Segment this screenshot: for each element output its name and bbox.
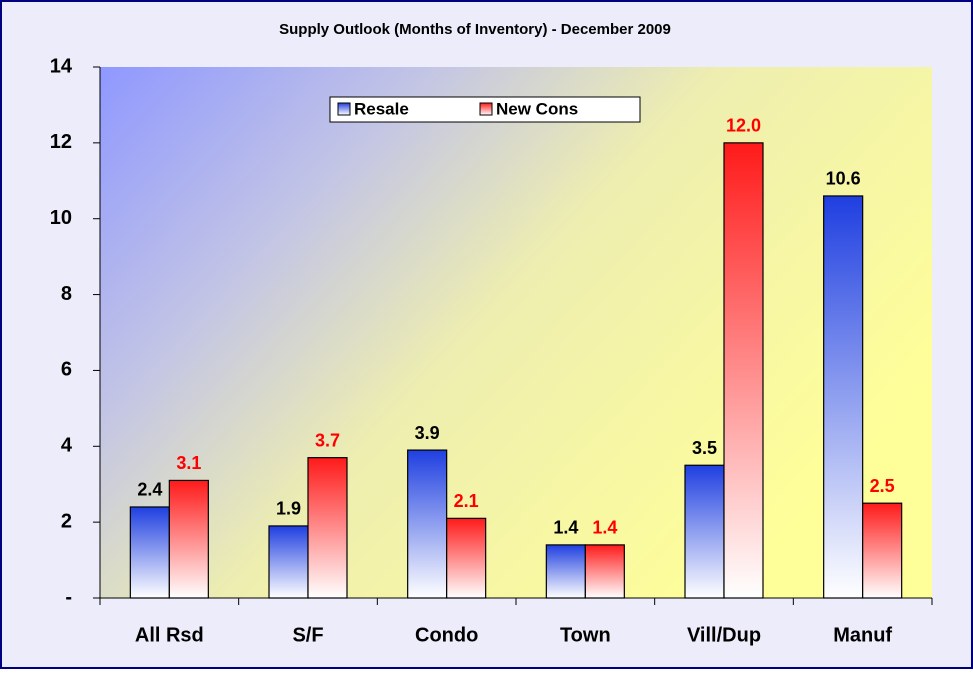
value-label: 1.4	[553, 518, 578, 538]
value-label: 2.5	[870, 476, 895, 496]
bar	[307, 457, 348, 599]
bar	[129, 506, 170, 599]
value-label: 3.7	[315, 430, 340, 450]
y-tick-label: 2	[61, 510, 72, 532]
chart-title: Supply Outlook (Months of Inventory) - D…	[279, 21, 671, 38]
x-tick-label: Manuf	[833, 624, 892, 646]
y-tick-label: 4	[61, 435, 73, 457]
value-label: 3.5	[692, 438, 717, 458]
bar	[446, 517, 487, 599]
y-tick-label: 14	[50, 55, 73, 77]
bar	[584, 544, 625, 599]
plot-area	[100, 67, 932, 598]
bar	[545, 544, 586, 599]
bar	[268, 525, 309, 599]
value-label: 3.1	[176, 453, 201, 473]
y-tick-label: -	[65, 586, 72, 608]
value-label: 1.9	[276, 499, 301, 519]
value-label: 10.6	[826, 169, 861, 189]
y-tick-label: 10	[50, 207, 72, 229]
y-tick-label: 8	[61, 283, 72, 305]
x-tick-label: Condo	[415, 624, 478, 646]
legend-label: New Cons	[496, 99, 578, 118]
bar	[862, 502, 903, 599]
bar	[823, 195, 864, 599]
x-tick-label: Vill/Dup	[687, 624, 761, 646]
bar	[723, 142, 764, 599]
y-tick-label: 12	[50, 131, 72, 153]
legend-swatch	[337, 102, 351, 116]
x-tick-label: All Rsd	[135, 624, 204, 646]
y-tick-label: 6	[61, 359, 72, 381]
legend-label: Resale	[354, 99, 409, 118]
value-label: 12.0	[726, 116, 761, 136]
bar	[407, 449, 448, 599]
x-tick-label: Town	[560, 624, 611, 646]
value-label: 3.9	[415, 423, 440, 443]
value-label: 2.4	[137, 480, 162, 500]
x-tick-label: S/F	[292, 624, 323, 646]
legend-swatch	[479, 102, 493, 116]
value-label: 2.1	[454, 491, 479, 511]
value-label: 1.4	[592, 518, 617, 538]
bar	[168, 479, 209, 599]
bar	[684, 464, 725, 599]
